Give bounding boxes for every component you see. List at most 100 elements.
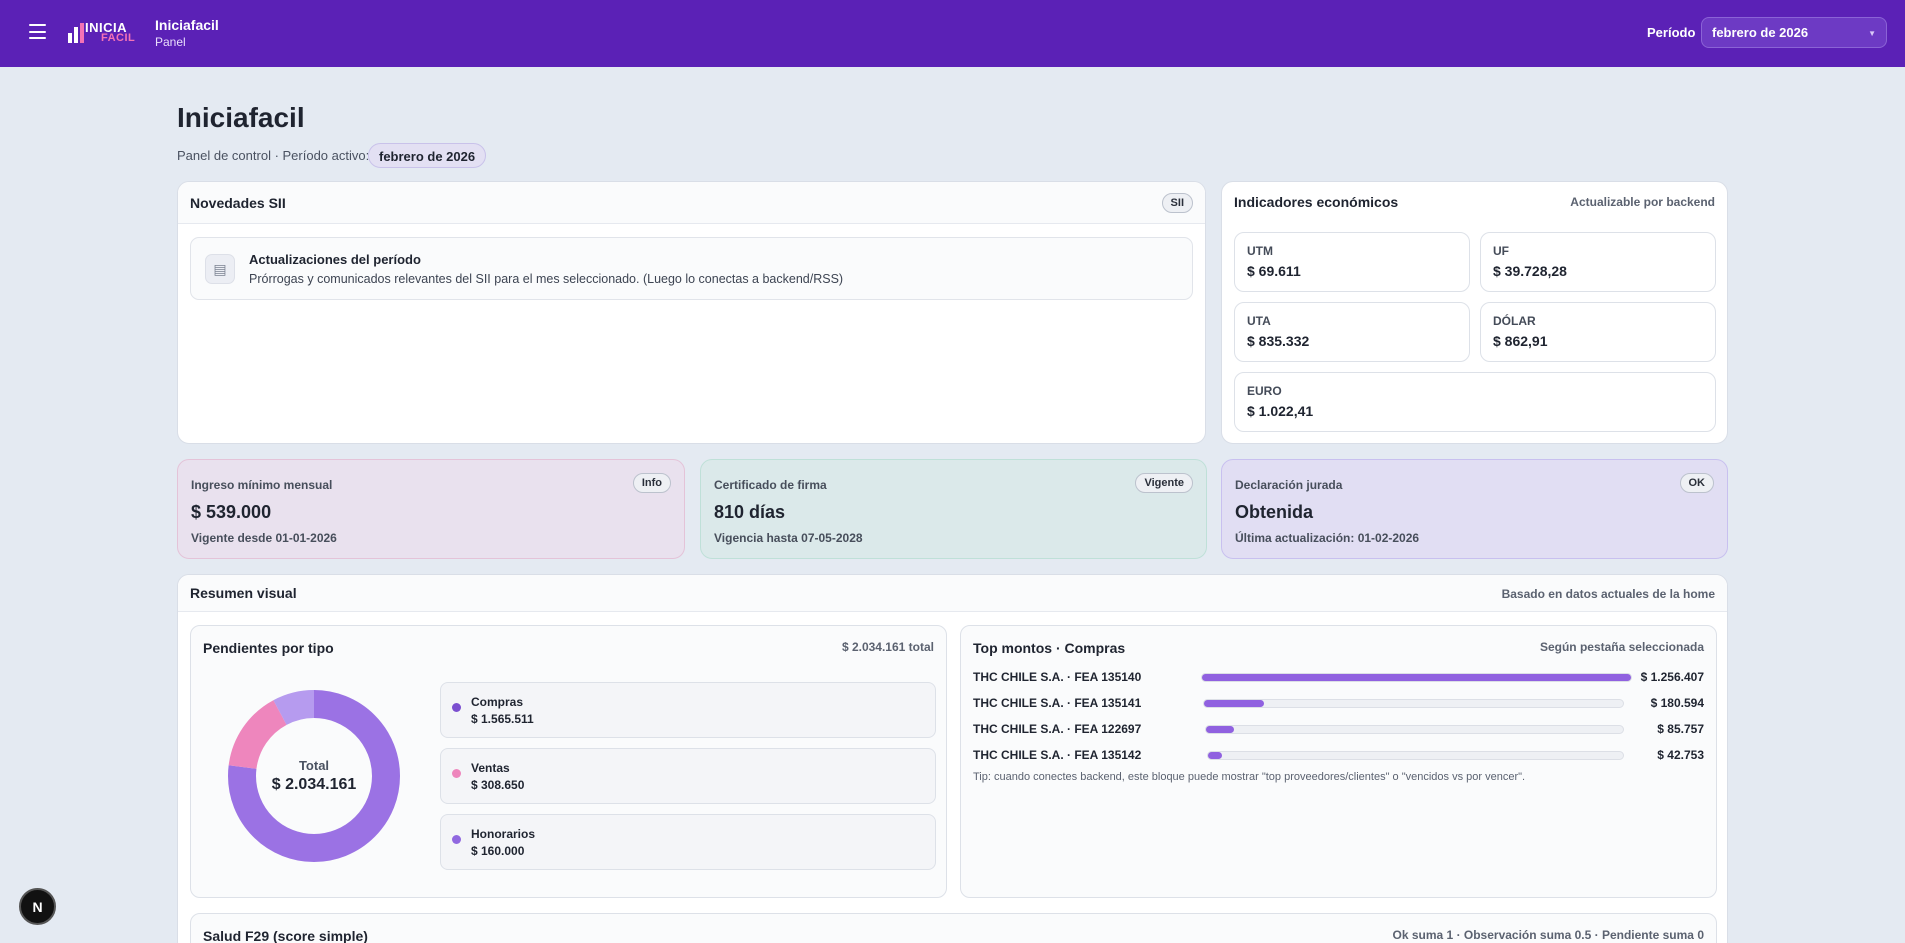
top-bar: INICIA FACIL Iniciafacil Panel Período f… (0, 0, 1905, 67)
indicator-label: UF (1493, 244, 1509, 258)
news-item-text: Prórrogas y comunicados relevantes del S… (249, 272, 844, 286)
indicator-value: $ 39.728,28 (1493, 263, 1567, 279)
legend-name: Honorarios (471, 827, 536, 841)
legend-amount: $ 308.650 (471, 778, 525, 792)
top-row-label: THC CHILE S.A. · FEA 122697 (973, 722, 1142, 736)
top-row-amount: $ 85.757 (1657, 722, 1704, 736)
app-section: Panel (155, 35, 186, 49)
legend-item-compras[interactable]: Compras $ 1.565.511 (440, 682, 936, 738)
legend-name: Compras (471, 695, 524, 709)
top-amount-row[interactable]: THC CHILE S.A. · FEA 122697 $ 85.757 (973, 720, 1704, 738)
card-value: Obtenida (1235, 502, 1314, 522)
card-label: Ingreso mínimo mensual (191, 478, 333, 492)
donut-center-label: Total (298, 758, 330, 773)
document-icon: ▤ (205, 254, 235, 284)
legend-dot (452, 703, 461, 712)
news-item-title: Actualizaciones del período (249, 252, 421, 267)
legend-amount: $ 1.565.511 (471, 712, 534, 726)
top-row-track (1207, 751, 1624, 760)
period-select[interactable]: febrero de 2026 ▼ (1701, 17, 1887, 48)
news-card-title: Novedades SII (190, 194, 286, 211)
news-card: Novedades SII SII ▤ Actualizaciones del … (177, 181, 1206, 444)
indicators-card: Indicadores económicos Actualizable por … (1221, 181, 1728, 444)
legend-dot (452, 769, 461, 778)
indicator-uta: UTA $ 835.332 (1234, 302, 1470, 362)
top-row-label: THC CHILE S.A. · FEA 135140 (973, 670, 1142, 684)
top-row-amount: $ 180.594 (1650, 696, 1704, 710)
summary-card: Resumen visual Basado en datos actuales … (177, 574, 1728, 943)
app-logo[interactable]: INICIA FACIL (68, 20, 136, 44)
top-amount-row[interactable]: THC CHILE S.A. · FEA 135140 $ 1.256.407 (973, 668, 1704, 686)
page-subtitle: Panel de control · Período activo: (177, 148, 370, 163)
period-label: Período (1647, 25, 1696, 40)
legend-item-ventas[interactable]: Ventas $ 308.650 (440, 748, 936, 804)
top-row-track (1201, 673, 1632, 682)
chevron-down-icon: ▼ (1868, 29, 1876, 38)
indicator-value: $ 69.611 (1247, 263, 1301, 279)
summary-title: Resumen visual (190, 585, 297, 601)
status-badge: Info (632, 473, 671, 493)
top-row-amount: $ 42.753 (1657, 748, 1704, 762)
health-note: Ok suma 1 · Observación suma 0.5 · Pendi… (1392, 928, 1704, 942)
top-row-bar (1202, 674, 1631, 681)
summary-header: Resumen visual (178, 575, 1727, 612)
news-card-header: Novedades SII (178, 182, 1205, 224)
indicator-label: EURO (1247, 384, 1282, 398)
legend-amount: $ 160.000 (471, 844, 525, 858)
top-row-bar (1208, 752, 1223, 759)
legend-dot (452, 835, 461, 844)
card-subtext: Vigencia hasta 07-05-2028 (714, 531, 863, 545)
top-amounts-panel: Top montos · Compras Según pestaña selec… (960, 625, 1717, 898)
card-subtext: Última actualización: 01-02-2026 (1235, 531, 1420, 545)
min-income-card: Ingreso mínimo mensual Info $ 539.000 Vi… (177, 459, 685, 559)
pending-by-type-panel: Pendientes por tipo $ 2.034.161 total To… (190, 625, 947, 898)
indicator-label: DÓLAR (1493, 314, 1536, 328)
card-value: 810 días (714, 502, 786, 522)
top-title: Top montos · Compras (973, 640, 1126, 656)
indicator-value: $ 862,91 (1493, 333, 1548, 349)
status-badge: Vigente (1135, 473, 1193, 493)
top-amount-row[interactable]: THC CHILE S.A. · FEA 135141 $ 180.594 (973, 694, 1704, 712)
card-subtext: Vigente desde 01-01-2026 (191, 531, 337, 545)
indicator-label: UTA (1247, 314, 1271, 328)
card-label: Certificado de firma (714, 478, 827, 492)
indicator-value: $ 1.022,41 (1247, 403, 1314, 419)
legend-item-honorarios[interactable]: Honorarios $ 160.000 (440, 814, 936, 870)
pending-total-note: $ 2.034.161 total (841, 640, 934, 654)
top-note: Según pestaña seleccionada (1539, 640, 1704, 654)
menu-icon[interactable] (29, 24, 46, 39)
pending-title: Pendientes por tipo (203, 640, 334, 656)
f29-health-panel: Salud F29 (score simple) Ok suma 1 · Obs… (190, 913, 1717, 943)
app-name: Iniciafacil (155, 17, 219, 33)
card-label: Declaración jurada (1235, 478, 1343, 492)
top-amount-row[interactable]: THC CHILE S.A. · FEA 135142 $ 42.753 (973, 746, 1704, 764)
period-select-value: febrero de 2026 (1712, 25, 1809, 40)
page-title: Iniciafacil (177, 102, 305, 133)
logo-text-line1: INICIA (85, 20, 127, 35)
indicator-uf: UF $ 39.728,28 (1480, 232, 1716, 292)
logo-text-line2: FACIL (101, 32, 136, 44)
top-tip: Tip: cuando conectes backend, este bloqu… (973, 771, 1526, 783)
donut-center-value: $ 2.034.161 (271, 776, 357, 793)
indicators-title: Indicadores económicos (1234, 194, 1399, 210)
indicator-label: UTM (1247, 244, 1273, 258)
summary-note: Basado en datos actuales de la home (1501, 587, 1715, 601)
pending-donut-chart (228, 690, 400, 862)
card-value: $ 539.000 (191, 502, 272, 522)
indicators-note: Actualizable por backend (1570, 195, 1715, 209)
news-item[interactable]: ▤ Actualizaciones del período Prórrogas … (190, 237, 1193, 300)
top-row-track (1205, 725, 1624, 734)
sworn-declaration-card: Declaración jurada OK Obtenida Última ac… (1221, 459, 1728, 559)
legend-name: Ventas (471, 761, 510, 775)
signature-cert-card: Certificado de firma Vigente 810 días Vi… (700, 459, 1207, 559)
donut-slice-honorarios (228, 690, 400, 862)
active-period-chip: febrero de 2026 (368, 143, 487, 168)
next-dev-badge[interactable]: N (19, 888, 56, 925)
top-row-amount: $ 1.256.407 (1640, 670, 1704, 684)
status-badge: OK (1679, 473, 1714, 493)
top-row-bar (1204, 700, 1265, 707)
indicator-value: $ 835.332 (1247, 333, 1310, 349)
indicator-utm: UTM $ 69.611 (1234, 232, 1470, 292)
indicator-dolar: DÓLAR $ 862,91 (1480, 302, 1716, 362)
top-row-bar (1206, 726, 1235, 733)
